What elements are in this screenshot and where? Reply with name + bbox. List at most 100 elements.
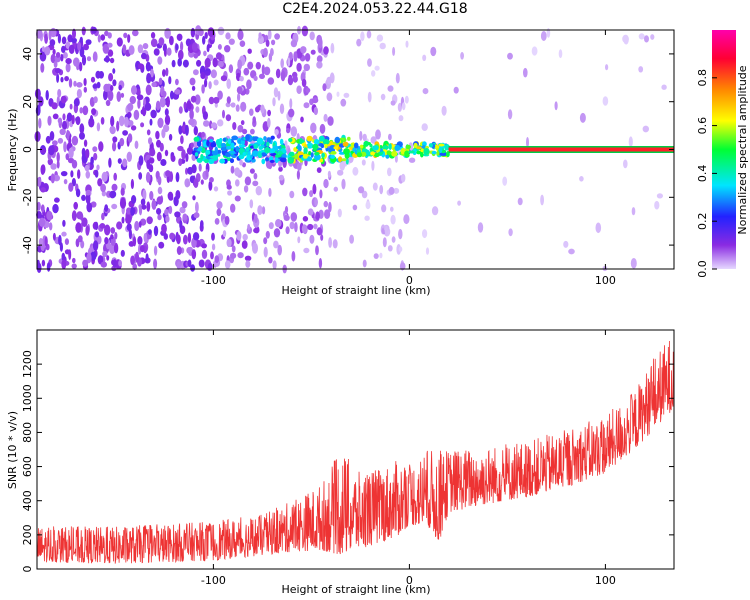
heatmap-cell <box>327 170 331 178</box>
heatmap-cell <box>301 78 307 88</box>
heatmap-cell <box>113 242 119 254</box>
heatmap-cell <box>103 89 108 101</box>
heatmap-cell <box>121 216 125 224</box>
heatmap-cell <box>225 32 231 40</box>
heatmap-cell <box>228 38 235 45</box>
heatmap-cell <box>258 145 264 150</box>
heatmap-cell <box>253 143 259 150</box>
heatmap-cell <box>324 143 328 149</box>
heatmap-cell <box>213 96 220 104</box>
spectrogram-x-axis-label: Height of straight line (km) <box>281 284 430 297</box>
heatmap-cell <box>375 129 381 140</box>
heatmap-cell <box>187 259 192 268</box>
heatmap-cell <box>200 147 206 154</box>
heatmap-cell <box>231 135 239 141</box>
heatmap-cell <box>100 183 106 193</box>
heatmap-cell <box>222 230 227 238</box>
heatmap-cell <box>362 259 367 268</box>
heatmap-cell <box>416 146 422 150</box>
heatmap-cell <box>116 91 122 102</box>
heatmap-cell <box>122 44 127 54</box>
heatmap-cell <box>106 255 110 261</box>
heatmap-cell <box>263 136 267 141</box>
heatmap-cell <box>190 264 196 272</box>
heatmap-cell <box>313 223 318 230</box>
y-tick-label: 40 <box>21 47 34 61</box>
heatmap-cell <box>387 85 394 92</box>
heatmap-cell <box>200 153 204 160</box>
heatmap-cell <box>108 243 116 255</box>
heatmap-cell <box>425 247 430 255</box>
heatmap-cell <box>230 142 235 149</box>
y-tick-label: 0 <box>21 566 34 573</box>
heatmap-cell <box>142 189 147 201</box>
heatmap-cell <box>109 57 115 64</box>
heatmap-cell <box>57 137 64 144</box>
heatmap-cell <box>40 204 45 213</box>
heatmap-cell <box>237 124 244 133</box>
heatmap-cell <box>261 152 266 156</box>
heatmap-cell <box>214 255 220 263</box>
heatmap-cell <box>526 137 529 148</box>
heatmap-cell <box>204 32 208 39</box>
heatmap-cell <box>274 129 279 136</box>
heatmap-cell <box>153 48 160 56</box>
heatmap-cell <box>205 169 209 178</box>
heatmap-cell <box>38 238 44 246</box>
heatmap-cell <box>153 225 159 237</box>
heatmap-cell <box>313 139 320 145</box>
heatmap-cell <box>195 201 199 213</box>
heatmap-cell <box>278 166 283 172</box>
heatmap-cell <box>130 206 135 216</box>
heatmap-cell <box>280 70 286 82</box>
heatmap-cell <box>138 221 142 228</box>
heatmap-cell <box>174 89 181 95</box>
heatmap-cell <box>145 171 151 183</box>
heatmap-cell <box>189 77 196 86</box>
heatmap-cell <box>116 37 123 47</box>
heatmap-cell <box>61 36 67 45</box>
heatmap-cell <box>185 167 188 175</box>
heatmap-cell <box>261 158 266 165</box>
heatmap-cell <box>384 225 388 236</box>
heatmap-cell <box>296 170 300 180</box>
heatmap-cell <box>277 145 282 149</box>
heatmap-cell <box>60 171 68 177</box>
heatmap-cell <box>114 232 118 240</box>
heatmap-cell <box>340 98 347 107</box>
heatmap-cell <box>89 115 94 122</box>
heatmap-cell <box>175 78 179 86</box>
heatmap-cell <box>540 31 547 41</box>
heatmap-cell <box>255 185 262 196</box>
heatmap-cell <box>181 201 188 209</box>
heatmap-cell <box>568 248 575 255</box>
heatmap-cell <box>197 147 203 152</box>
heatmap-cell <box>164 27 171 39</box>
heatmap-cell <box>151 81 157 88</box>
heatmap-cell <box>267 29 272 40</box>
heatmap-cell <box>249 168 255 174</box>
heatmap-cell <box>201 249 208 259</box>
heatmap-cell <box>238 154 245 160</box>
heatmap-cell <box>253 75 258 81</box>
heatmap-cell <box>178 125 183 135</box>
heatmap-cell <box>404 95 409 104</box>
heatmap-cell <box>157 176 162 186</box>
heatmap-cell <box>517 197 523 206</box>
heatmap-cell <box>44 46 51 56</box>
heatmap-cell <box>138 205 143 216</box>
heatmap-cell <box>75 188 81 198</box>
heatmap-cell <box>359 130 363 141</box>
heatmap-cell <box>546 28 551 38</box>
heatmap-cell <box>242 128 248 135</box>
heatmap-cell <box>382 145 389 151</box>
heatmap-cell <box>73 80 77 87</box>
heatmap-cell <box>122 158 128 168</box>
heatmap-cell <box>264 146 271 154</box>
heatmap-cell <box>166 47 172 56</box>
heatmap-cell <box>140 122 145 128</box>
heatmap-cell <box>131 195 137 204</box>
colorbar-tick-label: 0.4 <box>696 165 709 183</box>
heatmap-cell <box>108 157 112 168</box>
